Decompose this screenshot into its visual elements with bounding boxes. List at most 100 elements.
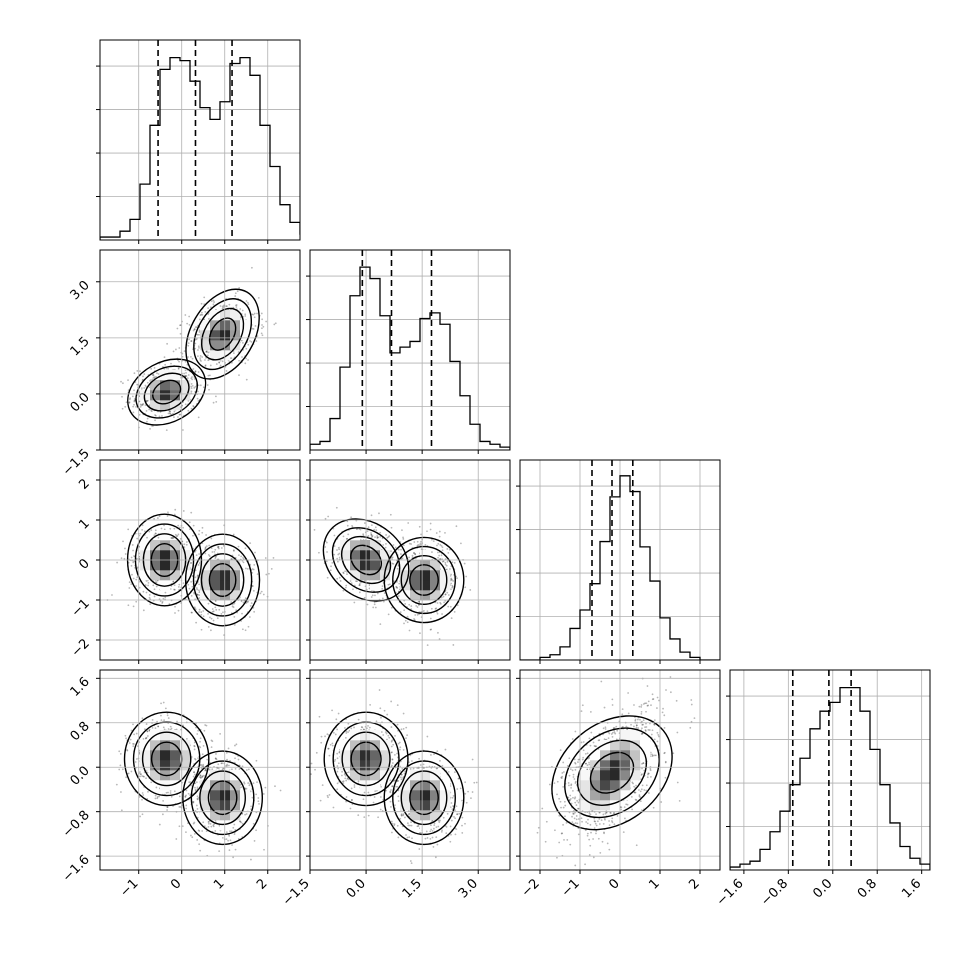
scatter-point — [144, 584, 147, 586]
scatter-point — [381, 597, 384, 600]
scatter-point — [391, 558, 394, 560]
scatter-point — [411, 556, 414, 559]
scatter-point — [241, 612, 243, 615]
scatter-point — [200, 613, 203, 616]
scatter-point — [203, 825, 206, 828]
scatter-point — [363, 596, 366, 599]
scatter-point — [382, 734, 385, 736]
scatter-point — [196, 333, 199, 336]
scatter-point — [213, 550, 216, 553]
scatter-point — [198, 843, 201, 846]
scatter-point — [143, 728, 146, 731]
scatter-point — [154, 794, 157, 797]
scatter-point — [191, 378, 194, 381]
scatter-point — [200, 313, 203, 316]
scatter-point — [207, 825, 210, 828]
scatter-point — [143, 775, 145, 778]
scatter-point — [139, 771, 141, 773]
density-bin — [360, 550, 371, 561]
scatter-point — [188, 781, 191, 784]
scatter-point — [173, 410, 176, 413]
scatter-point — [252, 328, 255, 330]
scatter-point — [208, 374, 211, 377]
contour-level-1 — [207, 780, 238, 816]
scatter-point — [440, 596, 443, 599]
scatter-point — [200, 360, 202, 362]
scatter-point — [248, 616, 251, 618]
scatter-point — [184, 374, 187, 377]
scatter-point — [380, 716, 382, 719]
scatter-point — [120, 809, 123, 812]
scatter-point — [465, 575, 468, 578]
scatter-point — [133, 560, 136, 563]
contour-level-3 — [392, 545, 456, 615]
scatter-point — [134, 761, 137, 763]
scatter-point — [205, 767, 207, 770]
scatter-point — [413, 618, 415, 620]
density-bin — [220, 790, 231, 801]
scatter-point — [326, 576, 329, 579]
scatter-point — [406, 621, 409, 624]
scatter-point — [245, 769, 248, 771]
scatter-point — [139, 775, 142, 778]
density-bin — [160, 580, 171, 591]
contour-level-4 — [123, 711, 210, 807]
scatter-point — [367, 534, 370, 537]
scatter-point — [193, 771, 196, 774]
scatter-point — [366, 727, 368, 730]
scatter-point — [153, 534, 156, 537]
density-bin — [160, 540, 171, 551]
scatter-point — [242, 601, 245, 604]
scatter-point — [167, 511, 169, 514]
scatter-point — [122, 540, 124, 543]
scatter-point — [184, 314, 187, 316]
scatter-point — [200, 763, 203, 766]
scatter-point — [252, 589, 255, 592]
scatter-point — [402, 544, 405, 547]
scatter-point — [395, 585, 398, 588]
scatter-point — [227, 764, 230, 767]
scatter-point — [201, 531, 204, 534]
scatter-point — [152, 374, 155, 377]
scatter-point — [218, 850, 221, 853]
scatter-point — [124, 734, 127, 737]
scatter-point — [218, 608, 221, 611]
density-bin — [180, 760, 191, 771]
scatter-point — [226, 764, 228, 767]
scatter-point — [160, 714, 162, 717]
density-bin — [200, 340, 211, 351]
scatter-point — [378, 512, 380, 515]
scatter-point — [389, 513, 392, 516]
scatter-point — [244, 315, 247, 317]
density-bin — [150, 380, 161, 391]
scatter-point — [336, 560, 339, 563]
scatter-point — [244, 629, 247, 632]
scatter-point — [128, 401, 131, 404]
contour-level-1 — [152, 379, 182, 405]
scatter-point — [260, 332, 263, 335]
scatter-point — [153, 376, 156, 378]
scatter-point — [464, 586, 467, 589]
scatter-point — [244, 547, 247, 550]
scatter-point — [199, 358, 202, 361]
scatter-point — [398, 741, 401, 744]
scatter-point — [115, 783, 118, 786]
density-bin — [350, 540, 361, 551]
scatter-point — [128, 402, 131, 404]
scatter-point — [202, 774, 205, 777]
scatter-point — [135, 406, 137, 408]
scatter-point — [179, 324, 182, 327]
scatter-point — [218, 361, 221, 364]
scatter-point — [225, 765, 227, 767]
scatter-point — [249, 339, 251, 342]
scatter-point — [146, 381, 149, 384]
scatter-point — [153, 517, 156, 520]
scatter-point — [344, 775, 347, 777]
scatter-point — [439, 558, 441, 560]
scatter-point — [247, 782, 250, 784]
scatter-point — [226, 758, 228, 761]
scatter-point — [265, 320, 268, 323]
scatter-point — [142, 375, 144, 378]
scatter-point — [192, 822, 195, 825]
scatter-point — [232, 856, 235, 859]
